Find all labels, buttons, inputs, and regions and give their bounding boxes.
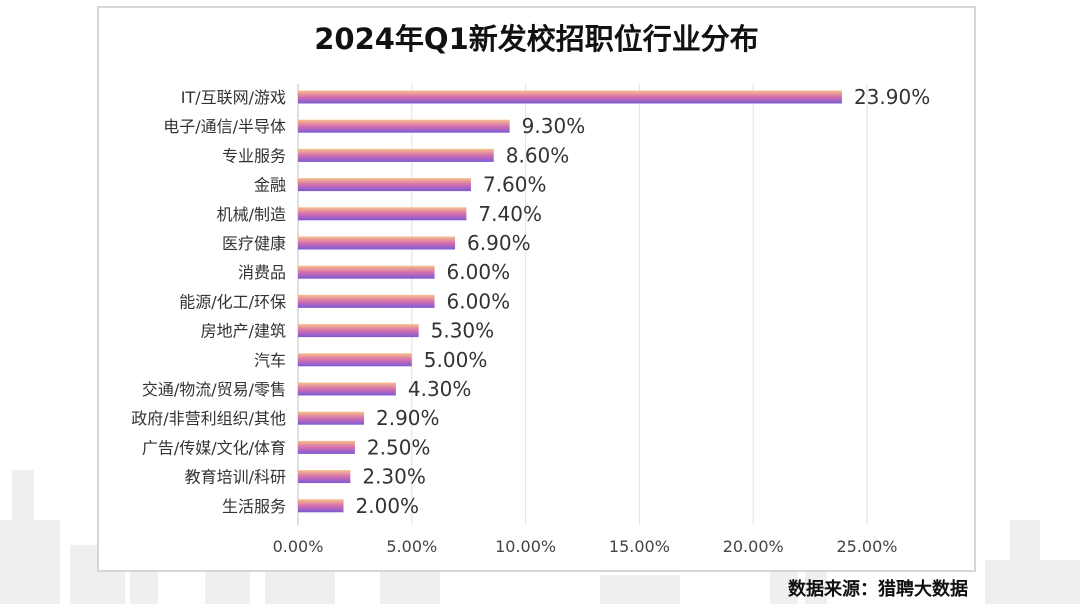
bar bbox=[298, 324, 419, 338]
category-label: 广告/传媒/文化/体育 bbox=[142, 438, 286, 457]
chart-title: 2024年Q1新发校招职位行业分布 bbox=[314, 22, 759, 56]
value-label: 6.00% bbox=[447, 289, 511, 313]
bar bbox=[298, 382, 396, 396]
category-label: 政府/非营利组织/其他 bbox=[131, 409, 286, 428]
value-label: 2.50% bbox=[367, 435, 431, 459]
category-label: 机械/制造 bbox=[217, 205, 286, 224]
bar bbox=[298, 440, 355, 454]
category-label: 电子/通信/半导体 bbox=[163, 117, 286, 136]
bar bbox=[298, 411, 365, 425]
value-label: 5.30% bbox=[431, 319, 495, 343]
bar bbox=[298, 470, 351, 484]
category-label: 房地产/建筑 bbox=[201, 322, 286, 341]
category-label: 教育培训/科研 bbox=[185, 468, 286, 487]
value-label: 23.90% bbox=[854, 85, 930, 109]
x-tick-label: 0.00% bbox=[273, 537, 324, 556]
data-source-note: 数据来源：猎聘大数据 bbox=[788, 579, 968, 600]
value-label: 7.60% bbox=[483, 173, 547, 197]
category-label: 专业服务 bbox=[222, 146, 286, 165]
value-label: 9.30% bbox=[522, 114, 586, 138]
bar bbox=[298, 236, 456, 250]
labels: 0.00% 5.00% 10.00% 15.00% 20.00% 25.00% IT/互联网… bbox=[131, 85, 930, 556]
category-label: 金融 bbox=[254, 176, 286, 195]
bar bbox=[298, 294, 435, 308]
category-label: IT/互联网/游戏 bbox=[181, 88, 286, 107]
x-tick-label: 20.00% bbox=[723, 537, 784, 556]
value-label: 2.00% bbox=[356, 494, 420, 518]
bar bbox=[298, 178, 471, 192]
bar bbox=[298, 90, 842, 104]
value-label: 2.90% bbox=[376, 406, 440, 430]
bar bbox=[298, 265, 435, 279]
bar bbox=[298, 207, 467, 221]
x-tick-label: 5.00% bbox=[386, 537, 437, 556]
value-label: 4.30% bbox=[408, 377, 472, 401]
category-label: 医疗健康 bbox=[222, 234, 286, 253]
bar bbox=[298, 119, 510, 133]
category-label: 生活服务 bbox=[222, 497, 286, 516]
value-label: 2.30% bbox=[362, 465, 426, 489]
value-label: 7.40% bbox=[478, 202, 542, 226]
bar bbox=[298, 499, 344, 513]
bars bbox=[298, 90, 842, 513]
x-tick-label: 25.00% bbox=[836, 537, 897, 556]
value-label: 6.90% bbox=[467, 231, 531, 255]
value-label: 8.60% bbox=[506, 143, 570, 167]
bar bbox=[298, 148, 494, 162]
x-tick-label: 10.00% bbox=[495, 537, 556, 556]
bar bbox=[298, 353, 412, 367]
value-label: 6.00% bbox=[447, 260, 511, 284]
x-tick-label: 15.00% bbox=[609, 537, 670, 556]
category-label: 能源/化工/环保 bbox=[179, 292, 286, 311]
category-label: 消费品 bbox=[238, 263, 286, 282]
category-label: 汽车 bbox=[254, 351, 286, 370]
value-label: 5.00% bbox=[424, 348, 488, 372]
category-label: 交通/物流/贸易/零售 bbox=[142, 380, 286, 399]
